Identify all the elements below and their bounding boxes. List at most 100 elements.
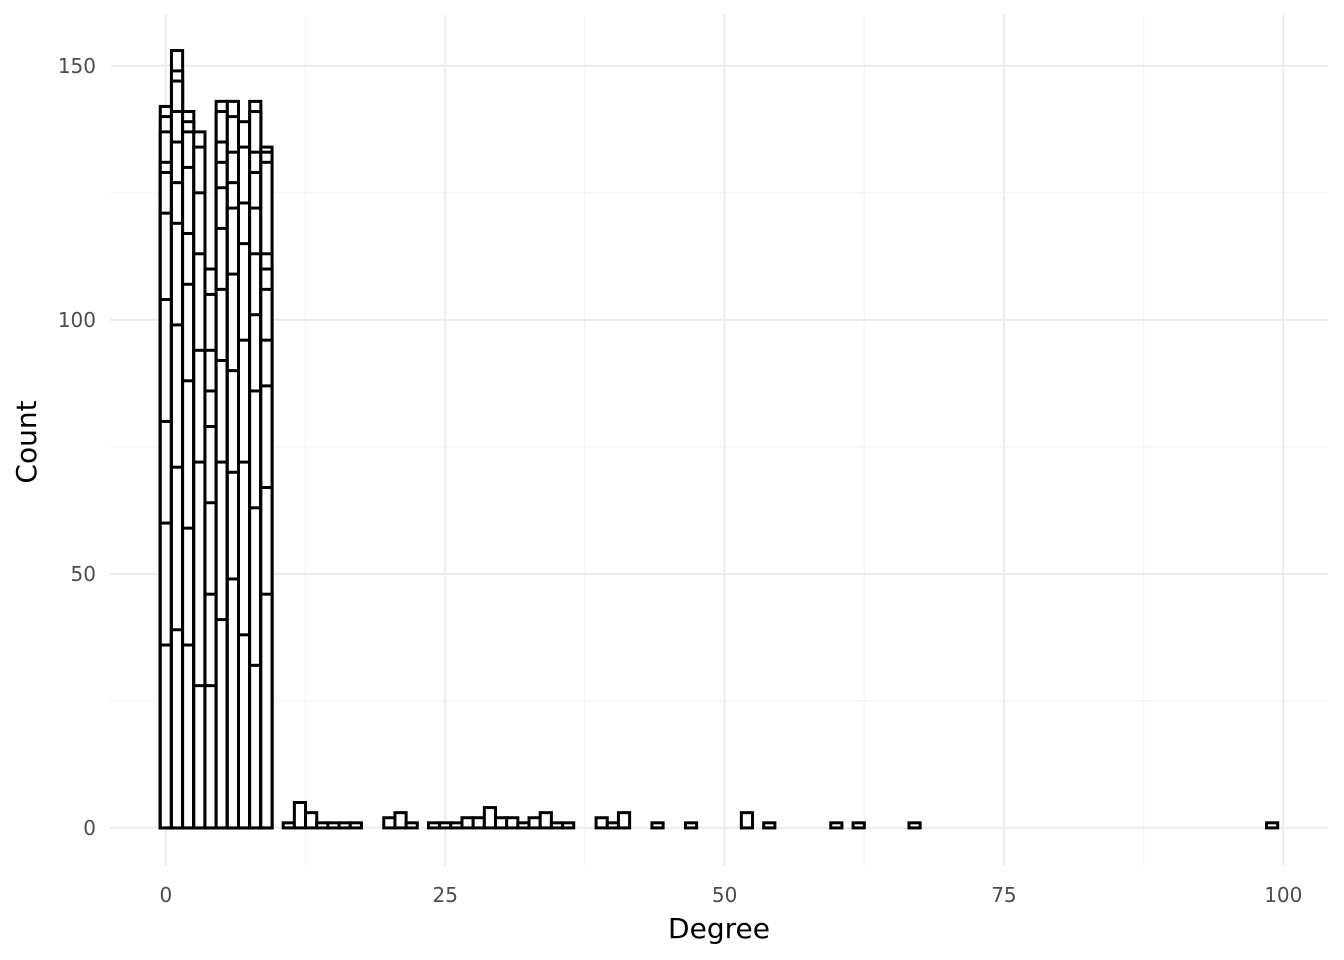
bar-segment xyxy=(393,811,408,830)
bar-segment xyxy=(426,821,442,830)
bar-segment xyxy=(304,811,319,830)
bar-segment xyxy=(259,592,274,830)
bar-segment xyxy=(650,821,665,830)
bar-segment xyxy=(281,821,296,830)
bar-segment xyxy=(169,628,185,830)
bar-segment xyxy=(829,821,844,830)
histogram-bar xyxy=(516,821,531,830)
histogram-bar xyxy=(404,821,419,830)
histogram-bar xyxy=(214,99,229,830)
histogram-bar xyxy=(538,811,553,830)
y-axis-ticks: 0 50 100 150 xyxy=(58,54,96,840)
histogram-bar xyxy=(304,811,319,830)
x-tick-label: 100 xyxy=(1264,883,1302,907)
bar-segment xyxy=(1265,821,1280,830)
bar-segment xyxy=(549,821,565,830)
histogram-bar xyxy=(203,267,218,830)
x-axis-title: Degree xyxy=(668,912,770,945)
bar-segment xyxy=(315,821,330,830)
bar-segment xyxy=(348,821,363,830)
bar-segment xyxy=(907,821,922,830)
histogram-bar xyxy=(192,130,207,830)
bar-segment xyxy=(292,800,308,830)
x-tick-label: 75 xyxy=(991,883,1016,907)
x-axis-ticks: 0 25 50 75 100 xyxy=(160,883,1303,907)
bar-segment xyxy=(460,816,475,830)
histogram-bar xyxy=(449,821,464,830)
histogram-bar xyxy=(225,99,241,830)
histogram-bar xyxy=(292,800,308,830)
histogram-bar xyxy=(683,821,699,830)
bar-segment xyxy=(248,663,263,830)
histogram-bar xyxy=(169,49,185,830)
bar-segment xyxy=(337,821,352,830)
bar-segment xyxy=(449,821,464,830)
bars xyxy=(158,49,1280,830)
bar-segment xyxy=(851,821,866,830)
bar-segment xyxy=(516,821,531,830)
x-tick-label: 50 xyxy=(712,883,737,907)
bar-segment xyxy=(739,811,755,830)
histogram-bar xyxy=(438,821,453,830)
histogram-bar xyxy=(158,104,173,830)
bar-segment xyxy=(561,821,576,830)
histogram-bar xyxy=(605,821,620,830)
bar-segment xyxy=(237,633,252,830)
y-tick-label: 50 xyxy=(71,562,96,586)
x-tick-label: 0 xyxy=(160,883,173,907)
x-tick-label: 25 xyxy=(433,883,458,907)
histogram-bar xyxy=(248,99,263,830)
bar-segment xyxy=(471,816,486,830)
histogram-bar xyxy=(739,811,755,830)
bar-segment xyxy=(594,816,609,830)
histogram-bar xyxy=(527,816,542,830)
histogram-bar xyxy=(460,816,475,830)
bar-segment xyxy=(404,821,419,830)
histogram-bar xyxy=(348,821,363,830)
histogram-bar xyxy=(259,145,274,830)
y-tick-label: 0 xyxy=(83,816,96,840)
bar-segment xyxy=(605,821,620,830)
y-tick-label: 150 xyxy=(58,54,96,78)
bar-segment xyxy=(192,684,207,830)
histogram-bar xyxy=(471,816,486,830)
bar-segment xyxy=(482,806,498,830)
bar-segment xyxy=(326,821,341,830)
bar-segment xyxy=(225,577,241,830)
bar-segment xyxy=(538,811,553,830)
grid xyxy=(110,15,1328,866)
bar-segment xyxy=(158,643,173,830)
histogram-bar xyxy=(494,816,509,830)
y-axis-title: Count xyxy=(10,400,43,483)
histogram-bar xyxy=(482,806,498,830)
histogram-bar xyxy=(281,821,296,830)
bar-segment xyxy=(762,821,777,830)
bar-segment xyxy=(438,821,453,830)
histogram-bar xyxy=(505,816,520,830)
histogram-bar xyxy=(650,821,665,830)
histogram-bar xyxy=(1265,821,1280,830)
histogram-bar xyxy=(616,811,632,830)
bar-segment xyxy=(527,816,542,830)
bar-segment xyxy=(683,821,699,830)
bar-segment xyxy=(382,816,397,830)
bar-segment xyxy=(494,816,509,830)
histogram-bar xyxy=(549,821,565,830)
bar-segment xyxy=(505,816,520,830)
histogram-bar xyxy=(181,110,196,830)
histogram-bar xyxy=(237,120,252,830)
histogram-bar xyxy=(829,821,844,830)
histogram-bar xyxy=(762,821,777,830)
histogram-bar xyxy=(426,821,442,830)
bar-segment xyxy=(203,684,218,830)
histogram-bar xyxy=(326,821,341,830)
histogram-bar xyxy=(315,821,330,830)
bar-segment xyxy=(181,643,196,830)
histogram-bar xyxy=(393,811,408,830)
histogram-bar xyxy=(907,821,922,830)
histogram-bar xyxy=(851,821,866,830)
bar-segment xyxy=(214,618,229,830)
bar-segment xyxy=(616,811,632,830)
histogram-bar xyxy=(382,816,397,830)
